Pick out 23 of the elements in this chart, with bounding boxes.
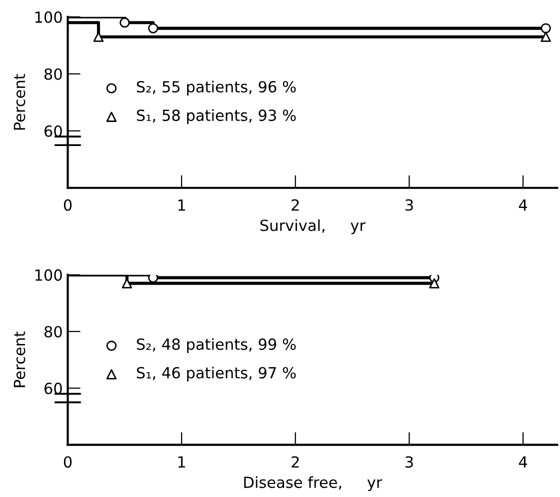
y-tick-label: 100 [35, 269, 62, 281]
legend-label: S₁, 46 patients, 97 % [136, 366, 296, 382]
x-axis-title: Disease free, yr [244, 476, 382, 492]
y-tick-label: 80 [44, 326, 62, 338]
x-tick-label: 2 [292, 456, 299, 468]
y-axis-title: Percent [14, 74, 26, 130]
legend-label: S₁, 58 patients, 93 % [136, 109, 296, 124]
x-axis-title: Survival, yr [260, 219, 366, 234]
legend-label: S₂, 48 patients, 99 % [136, 338, 296, 353]
x-tick-label: 1 [178, 456, 186, 468]
y-tick-label: 60 [44, 125, 62, 137]
x-tick-label: 4 [518, 199, 528, 211]
x-tick-label: 4 [518, 456, 528, 468]
y-tick-label: 80 [44, 68, 62, 80]
x-tick-label: 0 [64, 456, 72, 468]
y-axis-title: Percent [14, 331, 26, 388]
x-tick-label: 2 [292, 199, 299, 211]
x-tick-label: 3 [406, 199, 413, 211]
x-tick-label: 1 [178, 199, 186, 211]
y-tick-label: 100 [35, 11, 62, 23]
x-tick-label: 0 [64, 199, 72, 211]
legend-label: S₂, 55 patients, 96 % [136, 80, 296, 96]
x-tick-label: 3 [406, 456, 413, 468]
